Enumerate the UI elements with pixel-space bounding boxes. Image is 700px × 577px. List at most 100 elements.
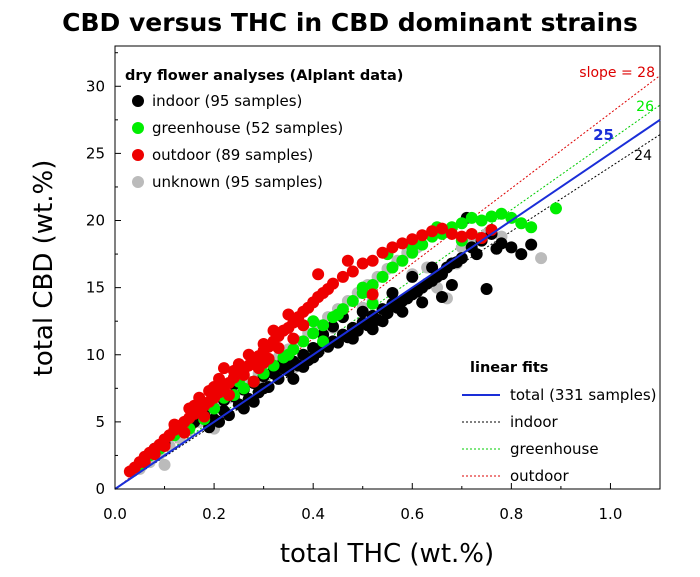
point-greenhouse [396,254,409,267]
plot-frame [114,45,661,490]
point-outdoor [445,227,458,240]
point-greenhouse [356,281,369,294]
point-outdoor [257,356,270,369]
point-outdoor [247,375,260,388]
point-greenhouse [515,217,528,230]
point-outdoor [188,399,201,412]
point-outdoor [218,362,230,375]
point-indoor [396,305,409,318]
point-indoor [436,291,448,304]
x-tick-label: 1.0 [599,505,623,523]
point-greenhouse [549,202,562,215]
x-tick-label: 0.8 [499,505,523,523]
point-outdoor [327,277,339,290]
legend-marker-unknown [132,176,144,188]
fits-legend-label-indoor: indoor [510,413,559,431]
point-outdoor [257,338,270,351]
point-indoor [490,242,503,255]
point-indoor [470,248,483,261]
point-outdoor [297,319,310,332]
point-outdoor [237,368,250,381]
point-indoor [445,278,458,291]
point-outdoor [356,257,369,270]
point-indoor [366,323,379,336]
point-outdoor [168,418,181,431]
legend-marker-greenhouse [132,122,144,134]
point-greenhouse [282,348,295,361]
legend-marker-indoor [132,95,144,107]
point-outdoor [222,389,235,402]
point-greenhouse [465,211,478,224]
x-tick-label: 0.0 [103,505,127,523]
point-indoor [356,305,369,318]
y-tick-label: 5 [95,413,105,431]
point-indoor [406,270,419,283]
fit-line-total [114,119,661,490]
point-outdoor [158,440,171,453]
point-outdoor [396,237,409,250]
point-outdoor [366,254,379,267]
point-greenhouse [495,207,508,220]
point-outdoor [416,229,429,242]
x-axis-title: total THC (wt.%) [280,539,494,569]
point-indoor [525,238,538,251]
point-outdoor [287,332,300,345]
legend-title: dry flower analyses (Alplant data) [125,68,403,84]
point-unknown [158,458,171,471]
y-tick-label: 10 [86,346,105,364]
y-tick-label: 25 [86,144,105,162]
fit-line-greenhouse [114,104,661,490]
point-outdoor [312,268,325,281]
slope-label-total: 25 [593,126,614,144]
point-indoor [401,292,414,305]
point-indoor [515,248,528,261]
point-outdoor [346,265,359,278]
point-outdoor [267,324,280,337]
y-tick-label: 30 [86,77,105,95]
point-greenhouse [485,210,498,223]
point-indoor [440,261,453,274]
point-greenhouse [307,327,320,340]
legend-label-outdoor: outdoor (89 samples) [152,146,313,164]
point-greenhouse [307,315,320,328]
point-outdoor [336,270,349,283]
x-tick-label: 0.2 [202,505,226,523]
point-outdoor [198,410,211,423]
chart-title: CBD versus THC in CBD dominant strains [62,8,638,37]
point-outdoor [426,225,439,238]
point-outdoor [475,231,488,244]
legend-label-greenhouse: greenhouse (52 samples) [152,119,343,137]
point-indoor [208,413,221,426]
point-indoor [480,282,493,295]
point-greenhouse [416,238,429,251]
point-outdoor [406,233,419,246]
point-indoor [307,351,320,364]
point-greenhouse [331,308,344,321]
point-greenhouse [317,335,330,348]
point-indoor [386,287,399,300]
data-points [114,119,661,490]
fits-legend-label-outdoor: outdoor [510,467,569,485]
point-outdoor [148,448,161,461]
point-indoor [287,372,300,385]
point-indoor [376,315,389,328]
point-indoor [505,241,518,254]
point-greenhouse [505,211,518,224]
point-outdoor [138,456,151,469]
slope-label-outdoor: slope = 28 [579,65,655,81]
point-outdoor [282,308,295,321]
axes: 0.0 0.2 0.4 0.6 0.8 1.0 0 5 10 15 20 25 30 [86,52,661,523]
point-outdoor [208,380,221,393]
fits-legend-title: linear fits [470,360,548,376]
point-greenhouse [366,297,379,310]
point-indoor [346,332,359,345]
point-outdoor [242,348,255,361]
point-indoor [237,402,250,415]
fits-legend-label-total: total (331 samples) [510,386,657,404]
point-outdoor [386,241,399,254]
point-greenhouse [525,221,538,234]
y-tick-label: 15 [86,279,105,297]
point-outdoor [436,222,448,235]
point-greenhouse [376,270,389,283]
